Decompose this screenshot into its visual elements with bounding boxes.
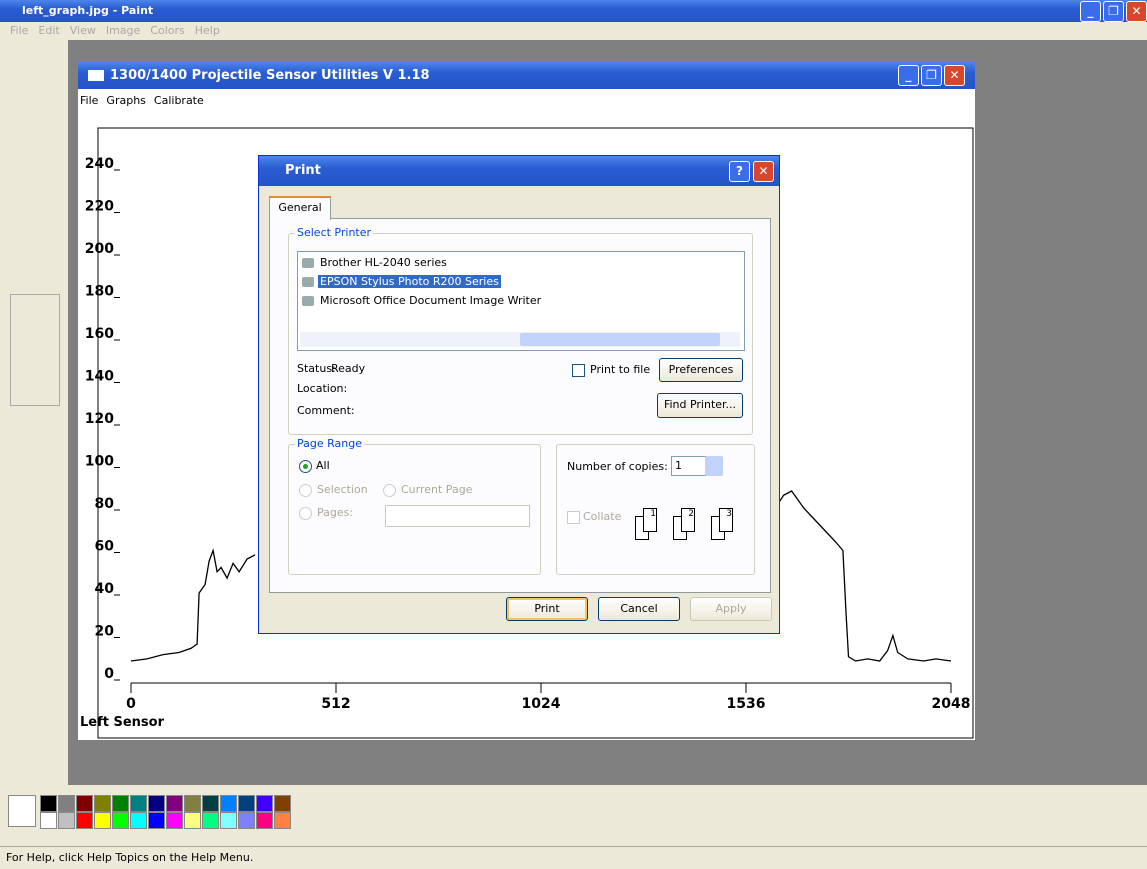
group-label: Page Range [295, 437, 364, 450]
scroll-thumb[interactable] [520, 333, 720, 346]
print-to-file-checkbox[interactable] [572, 364, 585, 377]
palette-color[interactable] [256, 795, 273, 812]
palette-color[interactable] [94, 795, 111, 812]
general-tab[interactable]: General [269, 196, 331, 220]
x-tick-label: 1536 [727, 696, 766, 712]
palette-color[interactable] [76, 812, 93, 829]
palette-color[interactable] [40, 795, 57, 812]
page-icon: 1 [643, 508, 657, 532]
printer-item[interactable]: EPSON Stylus Photo R200 Series [318, 275, 501, 288]
status-value: Ready [331, 362, 365, 375]
palette-color[interactable] [148, 812, 165, 829]
y-tick-label: 40 [95, 581, 115, 597]
palette-color[interactable] [94, 812, 111, 829]
palette-color[interactable] [166, 812, 183, 829]
y-tick-label: 120 [85, 411, 114, 427]
selection-label: Selection [317, 483, 368, 496]
palette-color[interactable] [130, 812, 147, 829]
palette-color[interactable] [40, 812, 57, 829]
current-page-radio[interactable] [383, 484, 396, 497]
collate-checkbox[interactable] [567, 511, 580, 524]
palette-color[interactable] [58, 812, 75, 829]
scrollbar[interactable] [300, 332, 740, 347]
printer-item[interactable]: Brother HL-2040 series [318, 256, 449, 269]
pages-radio[interactable] [299, 507, 312, 520]
palette-color[interactable] [184, 812, 201, 829]
pages-label: Pages: [317, 506, 353, 519]
x-tick-label: 2048 [932, 696, 971, 712]
page: left_graph.jpg - Paint _ ❐ ✕ FileEditVie… [0, 0, 1147, 868]
status-label: Status: [297, 362, 336, 375]
y-tick-label: 220 [85, 199, 114, 215]
palette-color[interactable] [274, 795, 291, 812]
dialog-button[interactable]: Apply [690, 597, 772, 621]
palette-color[interactable] [166, 795, 183, 812]
dialog-title: Print [285, 156, 321, 186]
find-printer-button[interactable]: Find Printer... [657, 393, 743, 418]
group-label: Select Printer [295, 226, 373, 239]
palette-color[interactable] [274, 812, 291, 829]
pages-input[interactable] [385, 505, 530, 527]
dialog-close[interactable]: ✕ [753, 161, 774, 182]
palette-color[interactable] [112, 812, 129, 829]
comment-label: Comment: [297, 404, 355, 417]
palette-color[interactable] [112, 795, 129, 812]
palette-color[interactable] [58, 795, 75, 812]
dialog-title-bar: Print ? ✕ [259, 156, 779, 186]
palette-color[interactable] [220, 812, 237, 829]
copies-spinner[interactable] [705, 456, 723, 476]
y-tick-label: 20 [95, 624, 115, 640]
palette-color[interactable] [220, 795, 237, 812]
printer-icon [302, 258, 314, 268]
copies-label: Number of copies: [567, 460, 668, 473]
palette-color[interactable] [184, 795, 201, 812]
x-tick-label: 512 [321, 696, 350, 712]
palette-color[interactable] [76, 795, 93, 812]
palette-color[interactable] [202, 795, 219, 812]
x-tick-label: 0 [126, 696, 136, 712]
current-colors [8, 795, 36, 827]
current-page-label: Current Page [401, 483, 472, 496]
dialog-button[interactable]: Print [506, 597, 588, 621]
palette-color[interactable] [148, 795, 165, 812]
copies-input[interactable]: 1 [671, 456, 706, 476]
printer-icon [302, 296, 314, 306]
preferences-button[interactable]: Preferences [659, 358, 743, 382]
y-tick-label: 200 [85, 241, 114, 257]
selection-radio[interactable] [299, 484, 312, 497]
page-icon: 3 [719, 508, 733, 532]
printer-item[interactable]: Microsoft Office Document Image Writer [318, 294, 543, 307]
print-to-file-label: Print to file [590, 363, 650, 376]
help-button[interactable]: ? [729, 161, 750, 182]
palette-color[interactable] [130, 795, 147, 812]
status-bar: For Help, click Help Topics on the Help … [0, 846, 1147, 869]
print-dialog: Print ? ✕ General Select Printer Brother… [258, 155, 780, 634]
x-tick-label: 1024 [522, 696, 561, 712]
y-tick-label: 0 [104, 666, 114, 682]
y-tick-label: 160 [85, 326, 114, 342]
dialog-button[interactable]: Cancel [598, 597, 680, 621]
color-palette [8, 795, 308, 835]
all-label: All [316, 459, 330, 472]
palette-color[interactable] [238, 795, 255, 812]
y-tick-label: 240 [85, 156, 114, 172]
printer-list: Brother HL-2040 series EPSON Stylus Photo… [297, 251, 745, 351]
palette-color[interactable] [238, 812, 255, 829]
all-radio[interactable] [299, 460, 312, 473]
x-axis-label: Left Sensor [80, 715, 165, 730]
y-tick-label: 140 [85, 369, 114, 385]
y-tick-label: 60 [95, 539, 115, 555]
location-label: Location: [297, 382, 347, 395]
palette-color[interactable] [256, 812, 273, 829]
page-icon: 2 [681, 508, 695, 532]
y-tick-label: 80 [95, 496, 115, 512]
palette-color[interactable] [202, 812, 219, 829]
status-text: For Help, click Help Topics on the Help … [6, 851, 253, 864]
y-tick-label: 180 [85, 284, 114, 300]
collate-label: Collate [583, 510, 621, 523]
y-tick-label: 100 [85, 454, 114, 470]
printer-icon [302, 277, 314, 287]
collate-illustration: 112233 [635, 508, 755, 548]
